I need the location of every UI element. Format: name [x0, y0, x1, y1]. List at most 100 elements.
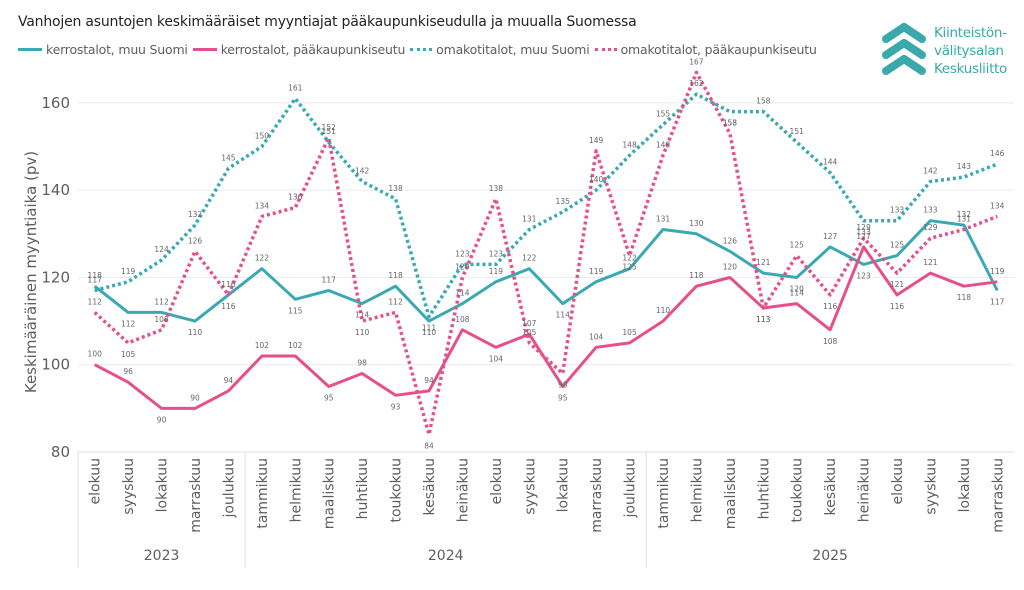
x-tick-label: marraskuu — [990, 458, 1006, 533]
data-label: 112 — [388, 297, 403, 306]
logo-line: välitysalan — [934, 43, 1004, 59]
x-tick-label: toukokuu — [790, 458, 806, 523]
data-label: 144 — [823, 158, 838, 167]
data-label: 140 — [589, 175, 604, 184]
data-label: 107 — [522, 319, 537, 328]
data-label: 125 — [622, 263, 637, 272]
data-label: 115 — [288, 306, 303, 315]
legend-swatch — [18, 48, 42, 51]
data-label: 116 — [823, 302, 838, 311]
data-label: 118 — [689, 271, 704, 280]
legend-item-kerrostalot-muu-suomi[interactable]: kerrostalot, muu Suomi — [18, 42, 188, 57]
x-tick-label: syyskuu — [522, 458, 538, 515]
chart-legend: kerrostalot, muu Suomi kerrostalot, pääk… — [18, 42, 822, 57]
legend-item-omakotitalot-muu-suomi[interactable]: omakotitalot, muu Suomi — [410, 42, 590, 57]
x-tick-label: joulukuu — [221, 458, 237, 519]
data-label: 120 — [455, 262, 470, 271]
x-tick-label: lokakuu — [155, 458, 171, 512]
data-label: 108 — [154, 315, 169, 324]
series-lines — [93, 70, 999, 437]
x-tick-label: joulukuu — [623, 458, 639, 519]
data-label: 102 — [288, 341, 303, 350]
data-label: 162 — [689, 79, 704, 88]
data-label: 121 — [923, 258, 938, 267]
data-label: 116 — [221, 302, 236, 311]
data-label: 126 — [188, 236, 203, 245]
x-tick-label: kesäkuu — [823, 458, 839, 516]
x-tick-label: syyskuu — [121, 458, 137, 515]
data-label: 133 — [923, 206, 938, 215]
x-tick-label: maaliskuu — [723, 458, 739, 529]
data-label: 151 — [790, 127, 805, 136]
data-label: 148 — [656, 140, 671, 149]
legend-item-kerrostalot-paakaupunkiseutu[interactable]: kerrostalot, pääkaupunkiseutu — [192, 42, 406, 57]
logo-line: Kiinteistön- — [934, 25, 1007, 41]
data-label: 125 — [790, 241, 805, 250]
data-label: 153 — [723, 118, 738, 127]
data-label: 118 — [957, 293, 972, 302]
data-label: 134 — [990, 201, 1005, 210]
legend-label: omakotitalot, pääkaupunkiseutu — [620, 42, 817, 57]
data-label: 113 — [756, 315, 771, 324]
x-tick-label: kesäkuu — [422, 458, 438, 516]
data-label: 120 — [723, 262, 738, 271]
data-label: 118 — [88, 271, 103, 280]
data-label: 108 — [823, 337, 838, 346]
data-label: 121 — [890, 280, 905, 289]
y-axis: 80 100 120 140 160 — [41, 94, 70, 461]
data-label: 132 — [188, 210, 203, 219]
x-tick-label: huhtikuu — [355, 458, 371, 519]
data-label: 94 — [224, 376, 234, 385]
data-label: 150 — [255, 132, 270, 141]
year-label: 2024 — [428, 548, 464, 564]
data-label: 110 — [656, 306, 671, 315]
data-label: 148 — [622, 140, 637, 149]
data-label: 94 — [424, 376, 434, 385]
data-label: 104 — [489, 354, 504, 363]
data-label: 104 — [589, 332, 604, 341]
data-label: 95 — [324, 394, 334, 403]
data-label: 129 — [923, 223, 938, 232]
data-label: 136 — [288, 193, 303, 202]
x-axis: elokuu syyskuu lokakuu marraskuu joulukuu tam… — [77, 452, 1006, 568]
x-tick-label: lokakuu — [556, 458, 572, 512]
data-label: 152 — [322, 123, 337, 132]
data-label: 127 — [823, 232, 838, 241]
data-label: 123 — [489, 249, 504, 258]
data-label: 142 — [355, 166, 370, 175]
logo: Kiinteistön- välitysalan Keskusliitto — [880, 22, 1020, 82]
legend-label: omakotitalot, muu Suomi — [436, 42, 590, 57]
data-label: 119 — [121, 267, 136, 276]
x-tick-label: tammikuu — [656, 458, 672, 529]
x-tick-label: elokuu — [489, 458, 505, 505]
legend-label: kerrostalot, pääkaupunkiseutu — [220, 42, 406, 57]
data-label: 120 — [790, 284, 805, 293]
data-label: 167 — [689, 57, 704, 66]
y-tick-label: 140 — [41, 181, 70, 199]
data-label: 105 — [121, 350, 136, 359]
data-label: 105 — [622, 328, 637, 337]
x-tick-label: elokuu — [890, 458, 906, 505]
x-tick-label: helmikuu — [689, 458, 705, 522]
x-tick-label: toukokuu — [389, 458, 405, 523]
data-label: 108 — [455, 315, 470, 324]
x-tick-label: lokakuu — [957, 458, 973, 512]
data-label: 138 — [388, 184, 403, 193]
series-line-3 — [94, 92, 998, 319]
x-tick-label: elokuu — [88, 458, 104, 505]
data-label: 102 — [255, 341, 270, 350]
chevrons-up-icon — [882, 23, 926, 75]
data-label: 161 — [288, 84, 303, 93]
data-label: 132 — [957, 210, 972, 219]
data-label: 105 — [522, 328, 537, 337]
legend-item-omakotitalot-paakaupunkiseutu[interactable]: omakotitalot, pääkaupunkiseutu — [594, 42, 817, 57]
data-label: 143 — [957, 162, 972, 171]
data-label: 158 — [723, 119, 738, 128]
data-label: 125 — [890, 241, 905, 250]
x-tick-label: marraskuu — [589, 458, 605, 533]
data-label: 135 — [556, 197, 571, 206]
data-label: 126 — [723, 236, 738, 245]
data-label: 122 — [522, 254, 537, 263]
data-label: 121 — [756, 258, 771, 267]
data-label: 118 — [388, 271, 403, 280]
